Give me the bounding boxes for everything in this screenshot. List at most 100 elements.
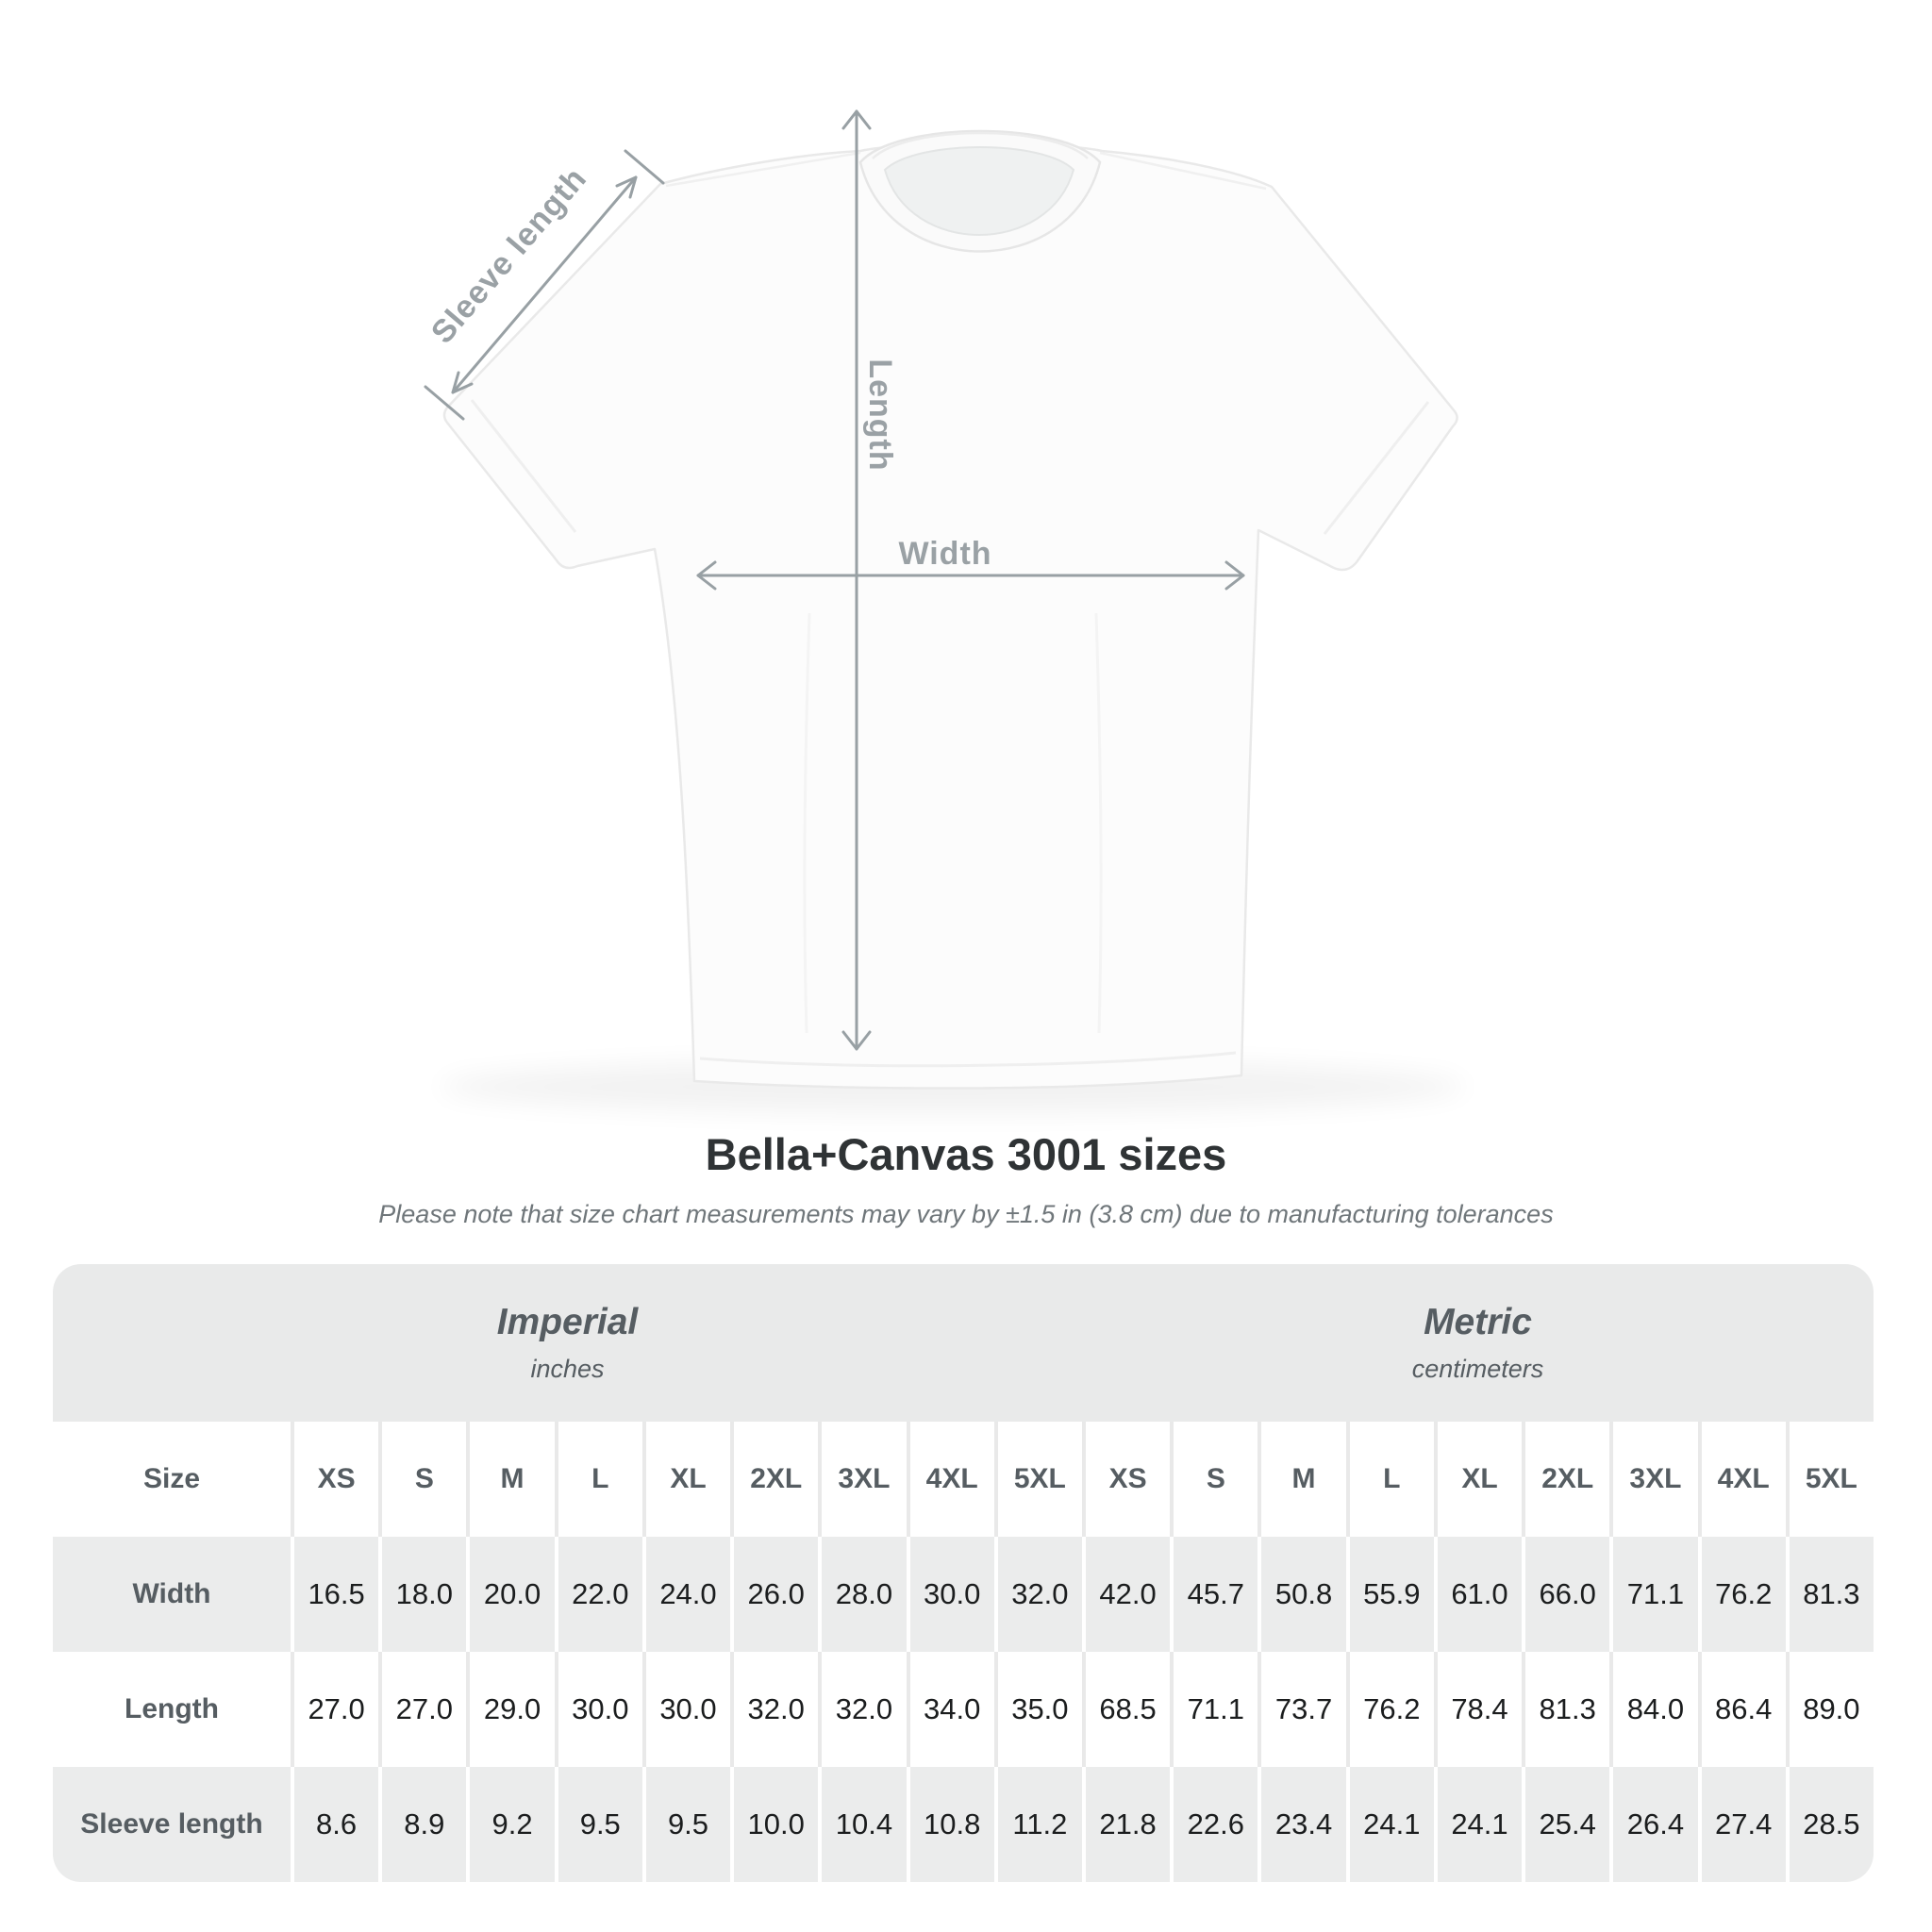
table-cell: 29.0: [466, 1652, 554, 1767]
tolerance-note: Please note that size chart measurements…: [378, 1200, 1554, 1228]
table-cell: 35.0: [993, 1652, 1082, 1767]
table-cell: 81.3: [1522, 1652, 1609, 1767]
measurement-arrows: [424, 109, 1245, 1051]
table-row-sleeve-length: Sleeve length 8.6 8.9 9.2 9.5 9.5 10.0 1…: [53, 1767, 1874, 1882]
size-header-cell: XL: [1433, 1422, 1522, 1537]
table-cell: 10.4: [818, 1767, 906, 1882]
table-row-width: Width 16.5 18.0 20.0 22.0 24.0 26.0 28.0…: [53, 1537, 1874, 1652]
table-cell: 28.5: [1785, 1767, 1874, 1882]
table-cell: 22.6: [1170, 1767, 1257, 1882]
size-header-cell: L: [1345, 1422, 1434, 1537]
table-row-length: Length 27.0 27.0 29.0 30.0 30.0 32.0 32.…: [53, 1652, 1874, 1767]
tshirt-illustration: [442, 129, 1458, 1090]
size-header-cell: M: [466, 1422, 554, 1537]
table-cell: 32.0: [730, 1652, 818, 1767]
unit-header-band: Imperial inches Metric centimeters: [53, 1264, 1874, 1422]
table-cell: 61.0: [1433, 1537, 1522, 1652]
size-header-cell: 4XL: [906, 1422, 994, 1537]
sleeve-length-arrow: [424, 149, 665, 421]
size-table: Imperial inches Metric centimeters Size …: [53, 1264, 1874, 1882]
table-cell: 28.0: [818, 1537, 906, 1652]
table-cell: 24.1: [1433, 1767, 1522, 1882]
size-header-row: Size XS S M L XL 2XL 3XL 4XL 5XL XS S M …: [53, 1422, 1874, 1537]
table-cell: 78.4: [1433, 1652, 1522, 1767]
table-cell: 71.1: [1170, 1652, 1257, 1767]
table-cell: 8.9: [378, 1767, 466, 1882]
table-cell: 30.0: [641, 1652, 730, 1767]
size-header-cell: 5XL: [993, 1422, 1082, 1537]
table-cell: 8.6: [291, 1767, 378, 1882]
table-cell: 76.2: [1345, 1652, 1434, 1767]
table-cell: 11.2: [993, 1767, 1082, 1882]
row-label: Width: [132, 1578, 211, 1609]
table-cell: 55.9: [1345, 1537, 1434, 1652]
table-cell: 71.1: [1609, 1537, 1697, 1652]
size-header-cell: 3XL: [1609, 1422, 1697, 1537]
size-header-cell: 5XL: [1785, 1422, 1874, 1537]
table-cell: 66.0: [1522, 1537, 1609, 1652]
size-header-cell: XS: [291, 1422, 378, 1537]
page-title: Bella+Canvas 3001 sizes: [705, 1129, 1227, 1179]
table-cell: 23.4: [1257, 1767, 1345, 1882]
table-cell: 27.4: [1697, 1767, 1786, 1882]
table-cell: 27.0: [378, 1652, 466, 1767]
table-cell: 9.2: [466, 1767, 554, 1882]
table-cell: 30.0: [554, 1652, 642, 1767]
imperial-header: Imperial inches: [53, 1264, 1082, 1422]
table-cell: 73.7: [1257, 1652, 1345, 1767]
table-cell: 24.0: [641, 1537, 730, 1652]
tshirt-measurement-diagram: Width Length Sleeve length: [424, 109, 1467, 1113]
size-header-cell: 2XL: [1522, 1422, 1609, 1537]
table-cell: 27.0: [291, 1652, 378, 1767]
table-cell: 34.0: [906, 1652, 994, 1767]
table-cell: 32.0: [993, 1537, 1082, 1652]
table-cell: 10.8: [906, 1767, 994, 1882]
imperial-unit: inches: [530, 1355, 605, 1383]
size-header-cell: S: [1170, 1422, 1257, 1537]
table-cell: 68.5: [1081, 1652, 1170, 1767]
table-cell: 25.4: [1522, 1767, 1609, 1882]
size-header-cell: 2XL: [730, 1422, 818, 1537]
size-header-cell: S: [378, 1422, 466, 1537]
table-cell: 20.0: [466, 1537, 554, 1652]
width-arrow: [696, 560, 1245, 591]
table-cell: 50.8: [1257, 1537, 1345, 1652]
metric-title: Metric: [1424, 1302, 1532, 1342]
table-cell: 10.0: [730, 1767, 818, 1882]
size-header-cell: 3XL: [818, 1422, 906, 1537]
metric-unit: centimeters: [1411, 1355, 1544, 1383]
length-label: Length: [862, 358, 898, 471]
table-cell: 21.8: [1081, 1767, 1170, 1882]
row-label: Sleeve length: [80, 1808, 263, 1840]
length-arrow: [841, 109, 872, 1051]
table-cell: 86.4: [1697, 1652, 1786, 1767]
table-cell: 24.1: [1345, 1767, 1434, 1882]
table-cell: 45.7: [1170, 1537, 1257, 1652]
table-cell: 89.0: [1785, 1652, 1874, 1767]
size-header-cell: 4XL: [1697, 1422, 1786, 1537]
size-header-cell: M: [1257, 1422, 1345, 1537]
width-label: Width: [898, 536, 991, 572]
table-cell: 9.5: [554, 1767, 642, 1882]
metric-header: Metric centimeters: [1082, 1264, 1874, 1422]
table-cell: 16.5: [291, 1537, 378, 1652]
row-label: Length: [125, 1693, 219, 1724]
size-header-cell: XS: [1081, 1422, 1170, 1537]
imperial-title: Imperial: [496, 1302, 639, 1342]
table-cell: 22.0: [554, 1537, 642, 1652]
table-cell: 42.0: [1081, 1537, 1170, 1652]
table-cell: 30.0: [906, 1537, 994, 1652]
table-cell: 76.2: [1697, 1537, 1786, 1652]
size-header-cell: XL: [641, 1422, 730, 1537]
table-cell: 18.0: [378, 1537, 466, 1652]
collar: [858, 129, 1102, 253]
table-cell: 26.0: [730, 1537, 818, 1652]
size-column-header: Size: [142, 1463, 201, 1494]
table-cell: 84.0: [1609, 1652, 1697, 1767]
table-cell: 32.0: [818, 1652, 906, 1767]
table-cell: 9.5: [641, 1767, 730, 1882]
table-cell: 26.4: [1609, 1767, 1697, 1882]
table-cell: 81.3: [1785, 1537, 1874, 1652]
size-header-cell: L: [554, 1422, 642, 1537]
